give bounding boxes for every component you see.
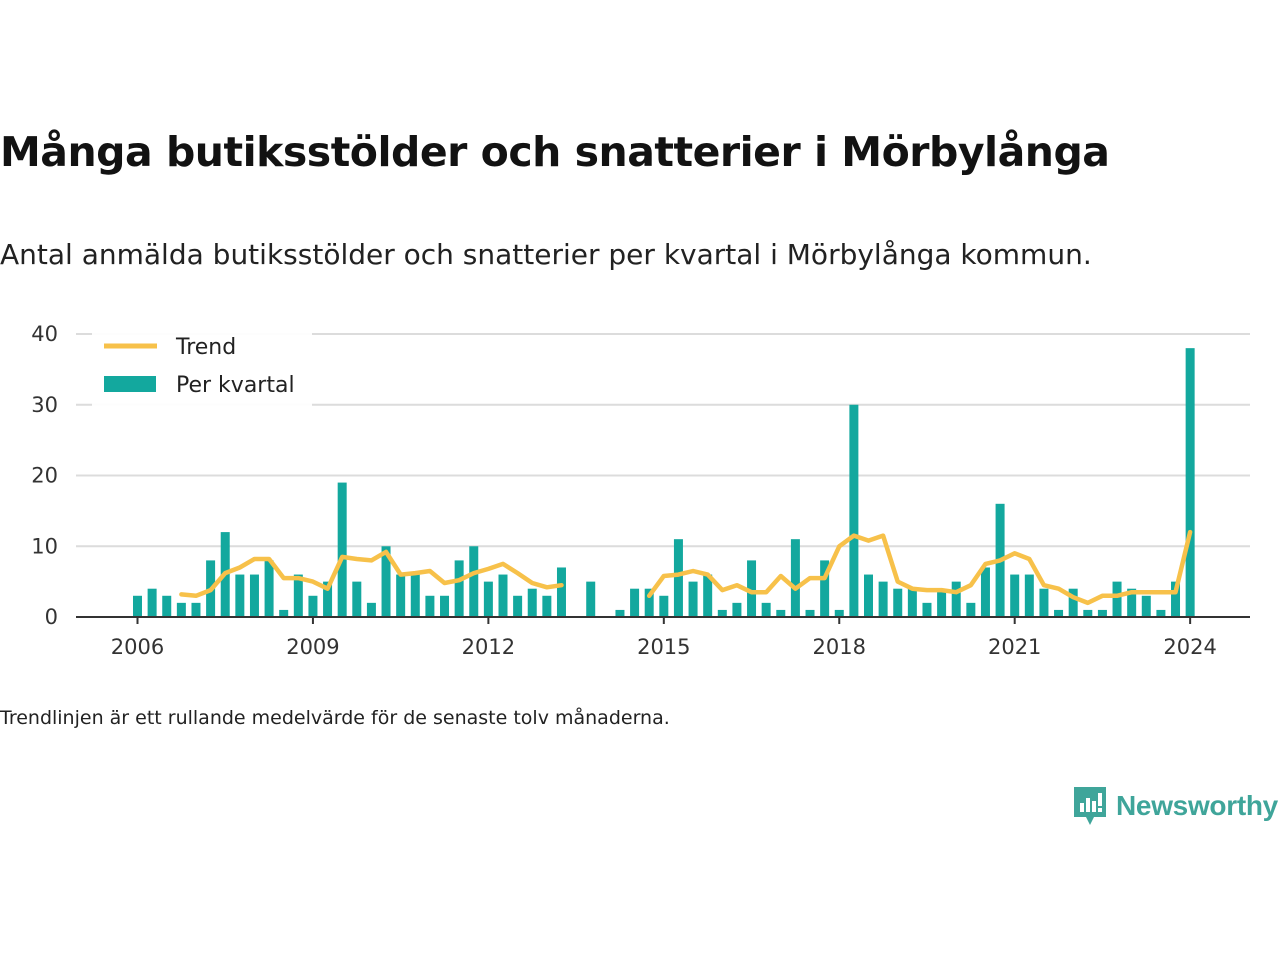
bar xyxy=(586,581,596,617)
bar xyxy=(1171,581,1181,617)
bar xyxy=(849,404,859,617)
bar xyxy=(834,609,844,617)
bar xyxy=(630,588,640,617)
bar xyxy=(703,574,713,617)
bar xyxy=(1054,609,1064,617)
bar xyxy=(790,539,800,617)
bar xyxy=(162,595,172,617)
bar xyxy=(279,609,289,617)
legend-bar-swatch xyxy=(104,376,156,392)
bar xyxy=(673,539,683,617)
bar xyxy=(732,602,742,617)
y-tick-label: 40 xyxy=(31,322,58,346)
y-tick-label: 20 xyxy=(31,464,58,488)
newsworthy-logo-icon xyxy=(1074,787,1106,825)
y-tick-label: 30 xyxy=(31,393,58,417)
bar xyxy=(1156,609,1166,617)
legend-trend-label: Trend xyxy=(175,335,236,360)
legend-bar-label: Per kvartal xyxy=(176,373,295,398)
legend-background xyxy=(92,330,312,408)
chart: 0 10 20 30 40 2006 2009 2012 2015 2018 2021 2024 Tr… xyxy=(31,322,1250,659)
bar xyxy=(1141,595,1151,617)
bar xyxy=(1024,574,1034,617)
bar xyxy=(396,574,406,617)
brand-name: Newsworthy xyxy=(1116,790,1278,821)
bar xyxy=(235,574,245,617)
bar xyxy=(688,581,698,617)
trend-line xyxy=(179,549,564,599)
bar xyxy=(776,609,786,617)
footnote: Trendlinjen är ett rullande medelvärde f… xyxy=(0,707,670,729)
bar xyxy=(893,588,903,617)
bar xyxy=(249,574,259,617)
bar xyxy=(717,609,727,617)
bar xyxy=(147,588,157,617)
brand-logo[interactable]: Newsworthy xyxy=(1072,785,1278,827)
bar xyxy=(440,595,450,617)
bar xyxy=(878,581,888,617)
trend-line xyxy=(646,529,1193,606)
bar xyxy=(133,595,142,617)
bar xyxy=(366,602,376,617)
bar xyxy=(1010,574,1020,617)
bar xyxy=(337,482,347,617)
bar xyxy=(527,588,537,617)
bar xyxy=(1127,588,1137,617)
bar xyxy=(1083,609,1093,617)
bar xyxy=(454,560,464,617)
x-tick-label: 2024 xyxy=(1163,635,1216,659)
bar xyxy=(1039,588,1049,617)
bar xyxy=(483,581,493,617)
bar xyxy=(308,595,318,617)
bar xyxy=(1112,581,1122,617)
bar xyxy=(410,574,420,617)
bar xyxy=(644,588,654,617)
legend: Trend Per kvartal xyxy=(92,330,312,408)
bar xyxy=(907,588,917,617)
bar xyxy=(615,609,625,617)
bar xyxy=(425,595,435,617)
bar xyxy=(542,595,552,617)
bar xyxy=(176,602,186,617)
bar xyxy=(966,602,976,617)
bar xyxy=(498,574,508,617)
x-tick-label: 2006 xyxy=(111,635,164,659)
bar xyxy=(1068,588,1078,617)
bar xyxy=(352,581,362,617)
y-tick-label: 10 xyxy=(31,534,58,558)
bar xyxy=(191,602,201,617)
axes: 0 10 20 30 40 2006 2009 2012 2015 2018 2021 2024 xyxy=(31,322,1250,659)
chart-subtitle: Antal anmälda butiksstölder och snatteri… xyxy=(0,238,1092,271)
x-tick-label: 2009 xyxy=(286,635,339,659)
x-tick-label: 2018 xyxy=(813,635,866,659)
bar xyxy=(323,581,333,617)
bar xyxy=(937,588,947,617)
bar xyxy=(805,609,815,617)
bar xyxy=(761,602,771,617)
x-tick-label: 2015 xyxy=(637,635,690,659)
bar xyxy=(922,602,932,617)
chart-title: Många butiksstölder och snatterier i Mör… xyxy=(0,128,1110,176)
x-tick-label: 2021 xyxy=(988,635,1041,659)
bar xyxy=(469,546,479,617)
bar xyxy=(293,574,303,617)
trend-series xyxy=(179,529,1193,606)
bar xyxy=(381,546,391,617)
x-tick-label: 2012 xyxy=(462,635,515,659)
bar xyxy=(513,595,523,617)
bar xyxy=(747,560,757,617)
bar xyxy=(556,567,566,617)
y-tick-label: 0 xyxy=(45,605,58,629)
bar xyxy=(820,560,830,617)
bar xyxy=(1097,609,1107,617)
bar xyxy=(659,595,669,617)
bar xyxy=(980,567,990,617)
bar xyxy=(864,574,873,617)
bar xyxy=(951,581,961,617)
bar xyxy=(1185,348,1195,617)
bar xyxy=(264,560,274,617)
